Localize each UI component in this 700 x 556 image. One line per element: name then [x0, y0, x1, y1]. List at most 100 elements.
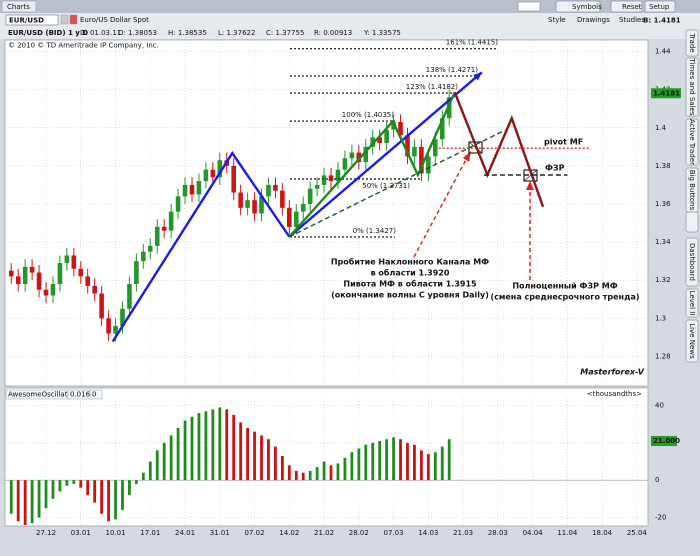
bar: [155, 450, 159, 481]
trend-line: [288, 71, 483, 238]
candle-body: [182, 184, 188, 197]
side-tab[interactable]: [685, 319, 699, 363]
y-tick-label: 1.3: [655, 314, 666, 322]
bar: [211, 409, 215, 481]
candle-body: [71, 255, 77, 269]
symbol[interactable]: EUR/USD: [9, 17, 44, 25]
button-label[interactable]: Symbols: [572, 3, 602, 11]
bar: [371, 442, 375, 481]
bar: [134, 480, 138, 484]
y-tick-label: 1.32: [655, 276, 671, 284]
x-tick-label: 10.01: [106, 529, 126, 537]
candle-body: [391, 122, 396, 130]
candle-body: [356, 152, 362, 163]
x-tick-label: 14.02: [279, 529, 299, 537]
candle-body: [36, 272, 42, 290]
fib-label: 123% (1.4182): [406, 83, 458, 91]
bar: [58, 480, 62, 492]
candle-body: [175, 196, 181, 212]
button-label[interactable]: Drawings: [577, 16, 610, 24]
arrow-head: [463, 151, 471, 162]
bar: [274, 446, 277, 481]
side-tab[interactable]: [685, 288, 699, 318]
side-tab[interactable]: [685, 237, 699, 287]
candle-body: [120, 308, 125, 326]
bar: [23, 480, 27, 525]
bar: [72, 480, 76, 484]
bar: [169, 435, 173, 481]
bar: [218, 407, 222, 481]
bar: [287, 465, 291, 481]
icon[interactable]: [60, 14, 69, 25]
tab-label[interactable]: Charts: [7, 3, 30, 11]
side-tab-label[interactable]: Live News: [688, 323, 696, 359]
candle-body: [252, 200, 257, 214]
candle-body: [300, 203, 306, 212]
bar: [16, 480, 20, 522]
x-tick-label: 25.04: [627, 529, 648, 537]
candle-body: [335, 169, 341, 182]
button[interactable]: [555, 0, 601, 13]
interval-box[interactable]: [517, 1, 541, 12]
x-tick-label: 24.01: [175, 529, 195, 537]
bar: [343, 457, 347, 481]
button[interactable]: [610, 0, 643, 13]
candle-body: [113, 325, 118, 334]
side-tab-label[interactable]: Big Buttons: [688, 170, 696, 211]
side-tab[interactable]: [685, 57, 699, 117]
side-tab-label[interactable]: Times and Sales: [688, 57, 696, 115]
bar: [294, 470, 298, 481]
side-tab[interactable]: [685, 118, 699, 166]
side-tab-label[interactable]: Dashboard: [688, 243, 696, 281]
trend-line: [453, 91, 545, 208]
bar: [406, 442, 409, 481]
button-label[interactable]: Setup: [649, 3, 670, 11]
arrow-head: [526, 181, 534, 190]
symbol-box[interactable]: [5, 14, 59, 26]
marker-box: [523, 169, 538, 182]
side-tab-label[interactable]: Trade: [688, 32, 696, 52]
x-tick-label: 17.01: [140, 529, 160, 537]
bar: [190, 416, 194, 481]
bar: [176, 427, 180, 481]
x-tick-label: 14.03: [418, 529, 438, 537]
tab[interactable]: [1, 0, 37, 13]
bar: [336, 463, 340, 481]
bar: [162, 442, 166, 481]
side-tab-label[interactable]: Active Trader: [688, 119, 696, 165]
bar: [253, 431, 256, 481]
button[interactable]: [644, 0, 676, 13]
bar: [44, 480, 48, 509]
side-tab[interactable]: [685, 29, 699, 57]
bar: [419, 450, 423, 481]
x-tick-label: 07.02: [245, 529, 265, 537]
x-tick-label: 07.03: [384, 529, 404, 537]
candle-body: [328, 175, 334, 182]
bar: [399, 439, 402, 481]
x-tick-label: 28.02: [349, 529, 369, 537]
candle-body: [210, 169, 216, 178]
bar: [357, 448, 361, 481]
candle-body: [189, 184, 195, 195]
last-price-box: [651, 88, 681, 99]
fib-label: 0% (1.3427): [353, 227, 397, 235]
button-label[interactable]: Studies: [619, 16, 645, 24]
candle-body: [419, 146, 424, 174]
header-field: EUR/USD (BID) 1 y D: [8, 29, 88, 37]
price-panel: [4, 39, 649, 387]
header-field: R: 0.00913: [314, 29, 352, 37]
copyright: © 2010 © TD Ameritrade IP Company, Inc.: [8, 42, 159, 50]
side-tab-label[interactable]: Level II: [688, 291, 696, 316]
button-label[interactable]: Reset: [622, 3, 642, 11]
x-tick-label: 27.12: [36, 529, 56, 537]
bar: [413, 444, 416, 481]
side-tab[interactable]: [685, 211, 699, 233]
header-field: D: 01.03.11: [80, 29, 121, 37]
annotation: Пивота МФ в области 1.3915: [343, 279, 477, 289]
candle-body: [78, 268, 84, 277]
bar: [239, 422, 243, 481]
icon[interactable]: [69, 14, 78, 25]
y-tick-label: 1.44: [655, 48, 671, 56]
button-label[interactable]: Style: [548, 16, 566, 24]
